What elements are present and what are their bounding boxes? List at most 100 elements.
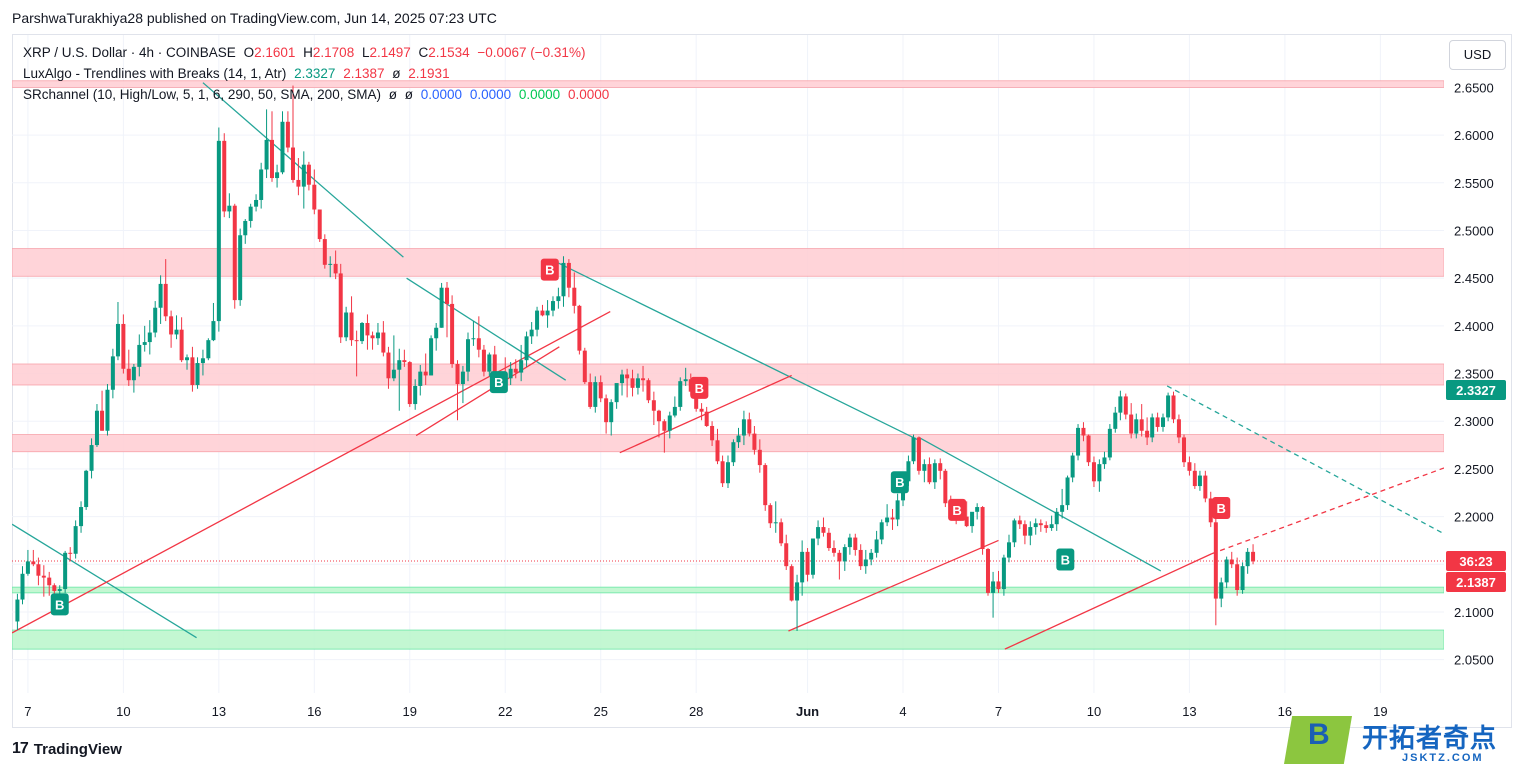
candle-down	[938, 458, 943, 480]
candle-down	[1145, 417, 1150, 446]
candle-up	[561, 256, 566, 307]
watermark: B 开拓者奇点 JSKTZ.COM	[1284, 714, 1514, 766]
candle-body	[163, 283, 168, 317]
candle-body	[397, 360, 402, 370]
candle-down	[1229, 551, 1234, 569]
candle-up	[1033, 518, 1038, 535]
candle-up	[529, 322, 534, 344]
candle-up	[1161, 413, 1166, 432]
candle-body	[179, 329, 184, 361]
candle-body	[1129, 414, 1134, 434]
candle-down	[126, 349, 131, 386]
candle-down	[47, 571, 52, 596]
marker-label: B	[1061, 552, 1070, 567]
candle-up	[413, 379, 418, 410]
candle-up	[158, 275, 163, 324]
candle-up	[471, 321, 476, 346]
price-tag-label: 2.1387	[1456, 575, 1496, 590]
candle-up	[397, 348, 402, 411]
luxalgo-indicator-name[interactable]: LuxAlgo - Trendlines with Breaks (14, 1,…	[23, 66, 287, 81]
candle-up	[115, 302, 120, 361]
candle-body	[795, 582, 800, 601]
candle-down	[604, 394, 609, 434]
tradingview-brand-label: TradingView	[33, 740, 122, 758]
time-axis-label: Jun	[796, 704, 819, 719]
candle-up	[259, 162, 264, 209]
candle-body	[588, 382, 593, 407]
price-change: −0.0067 (−0.31%)	[477, 45, 586, 60]
candle-body	[232, 205, 237, 301]
publisher-line: ParshwaTurakhiya28 published on TradingV…	[12, 10, 497, 26]
candle-down	[476, 316, 481, 358]
candle-body	[683, 379, 688, 382]
candle-body	[280, 121, 285, 173]
candle-down	[481, 344, 486, 377]
candle-body	[115, 323, 120, 357]
candle-body	[853, 537, 858, 550]
candle-up	[932, 459, 937, 489]
candle-up	[683, 367, 688, 386]
candle-up	[1107, 424, 1112, 461]
uptrend-line	[1211, 467, 1444, 555]
candle-up	[185, 354, 190, 370]
close-value: 2.1534	[428, 45, 470, 60]
time-axis-label: 7	[995, 704, 1002, 719]
candle-body	[52, 585, 57, 591]
candle-body	[487, 354, 492, 372]
candle-down	[1123, 393, 1128, 420]
candle-body	[736, 435, 741, 443]
candle-down	[699, 403, 704, 421]
candle-body	[381, 332, 386, 353]
candle-body	[222, 140, 227, 212]
candle-up	[635, 373, 640, 395]
candle-down	[996, 570, 1001, 593]
candle-body	[938, 463, 943, 471]
candle-up	[137, 334, 142, 377]
candle-body	[450, 303, 455, 364]
symbol-name[interactable]: XRP / U.S. Dollar · 4h · COINBASE	[23, 45, 236, 60]
candle-up	[678, 377, 683, 411]
candle-body	[975, 507, 980, 512]
candle-body	[911, 437, 916, 462]
candle-up	[301, 151, 306, 209]
currency-button[interactable]: USD	[1449, 40, 1506, 70]
time-axis-label: 7	[24, 704, 31, 719]
candle-body	[704, 411, 709, 426]
candle-up	[84, 469, 89, 510]
candle-body	[906, 461, 911, 482]
luxalgo-value-3: ø	[392, 66, 401, 81]
candle-body	[625, 374, 630, 379]
candle-up	[460, 365, 465, 404]
uptrend-line	[1004, 553, 1212, 650]
symbol-legend: XRP / U.S. Dollar · 4h · COINBASE O2.160…	[23, 45, 589, 60]
candle-down	[1251, 544, 1256, 565]
candle-down	[365, 314, 370, 350]
candle-up	[1197, 470, 1202, 491]
candle-body	[895, 500, 900, 520]
candle-body	[354, 340, 359, 342]
marker-badge	[890, 471, 909, 494]
srchannel-indicator-name[interactable]: SRchannel (10, High/Low, 5, 1, 6, 290, 5…	[23, 87, 381, 102]
candle-body	[275, 172, 280, 179]
candle-body	[1060, 505, 1065, 512]
candle-up	[620, 369, 625, 396]
candle-body	[604, 398, 609, 423]
candle-body	[741, 419, 746, 436]
candle-down	[381, 321, 386, 357]
candle-down	[1235, 557, 1240, 596]
candle-up	[1028, 521, 1033, 546]
candle-body	[370, 335, 375, 339]
candle-body	[1070, 455, 1075, 478]
candle-up	[1150, 413, 1155, 443]
price-axis-label: 2.3500	[1454, 367, 1494, 382]
candle-body	[556, 296, 561, 302]
candle-up	[550, 296, 555, 317]
candle-up	[211, 302, 216, 342]
candle-body	[1245, 551, 1250, 567]
candle-body	[466, 339, 471, 372]
candle-down	[985, 548, 990, 596]
tradingview-brand[interactable]: 17 TradingView	[12, 740, 122, 758]
candle-body	[545, 310, 550, 316]
candle-up	[810, 538, 815, 579]
